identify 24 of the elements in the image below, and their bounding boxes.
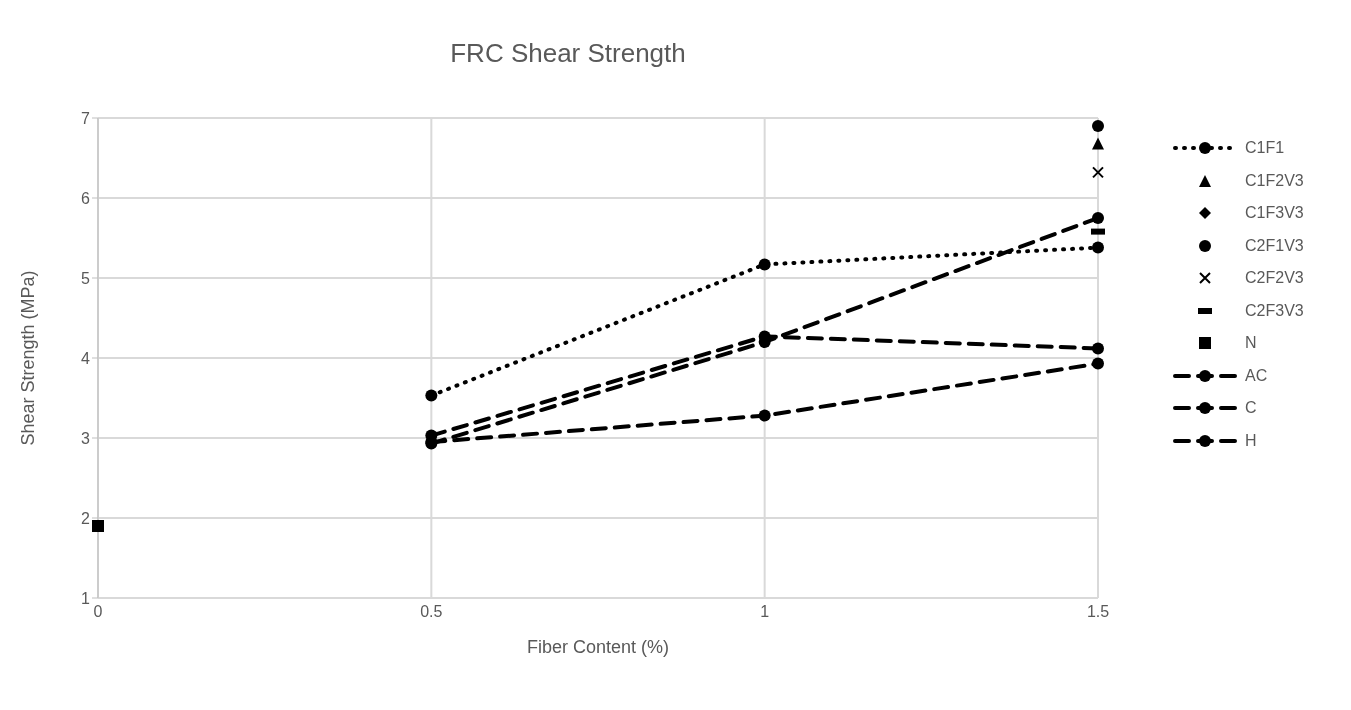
x-tick-label: 0 <box>93 603 103 621</box>
y-tick-label: 3 <box>81 429 91 447</box>
x-axis-title: Fiber Content (%) <box>526 637 670 657</box>
legend-label: C1F2V3 <box>1245 171 1304 190</box>
x-tick-label: 1 <box>760 603 770 621</box>
chart-title: FRC Shear Strength <box>449 38 687 69</box>
legend-label: AC <box>1245 366 1268 385</box>
legend-label: N <box>1245 334 1257 352</box>
y-tick-label: 6 <box>81 189 91 207</box>
legend-label: C2F2V3 <box>1245 269 1304 287</box>
y-tick-label: 4 <box>81 349 91 367</box>
legend-label: C2F3V3 <box>1245 301 1304 320</box>
legend-label: C <box>1245 399 1257 417</box>
x-tick-label: 1.5 <box>1086 603 1110 621</box>
y-tick-label: 1 <box>81 589 91 607</box>
y-tick-label: 7 <box>81 109 91 127</box>
legend-label: C2F1V3 <box>1245 236 1304 255</box>
x-tick-label: 0.5 <box>420 603 443 621</box>
legend-label: C1F3V3 <box>1245 204 1304 222</box>
legend-label: C1F1 <box>1245 139 1285 157</box>
y-tick-label: 5 <box>81 269 91 287</box>
y-tick-label: 2 <box>81 509 91 527</box>
y-axis-title: Shear Strength (MPa) <box>18 270 39 446</box>
legend-label: H <box>1245 431 1257 450</box>
